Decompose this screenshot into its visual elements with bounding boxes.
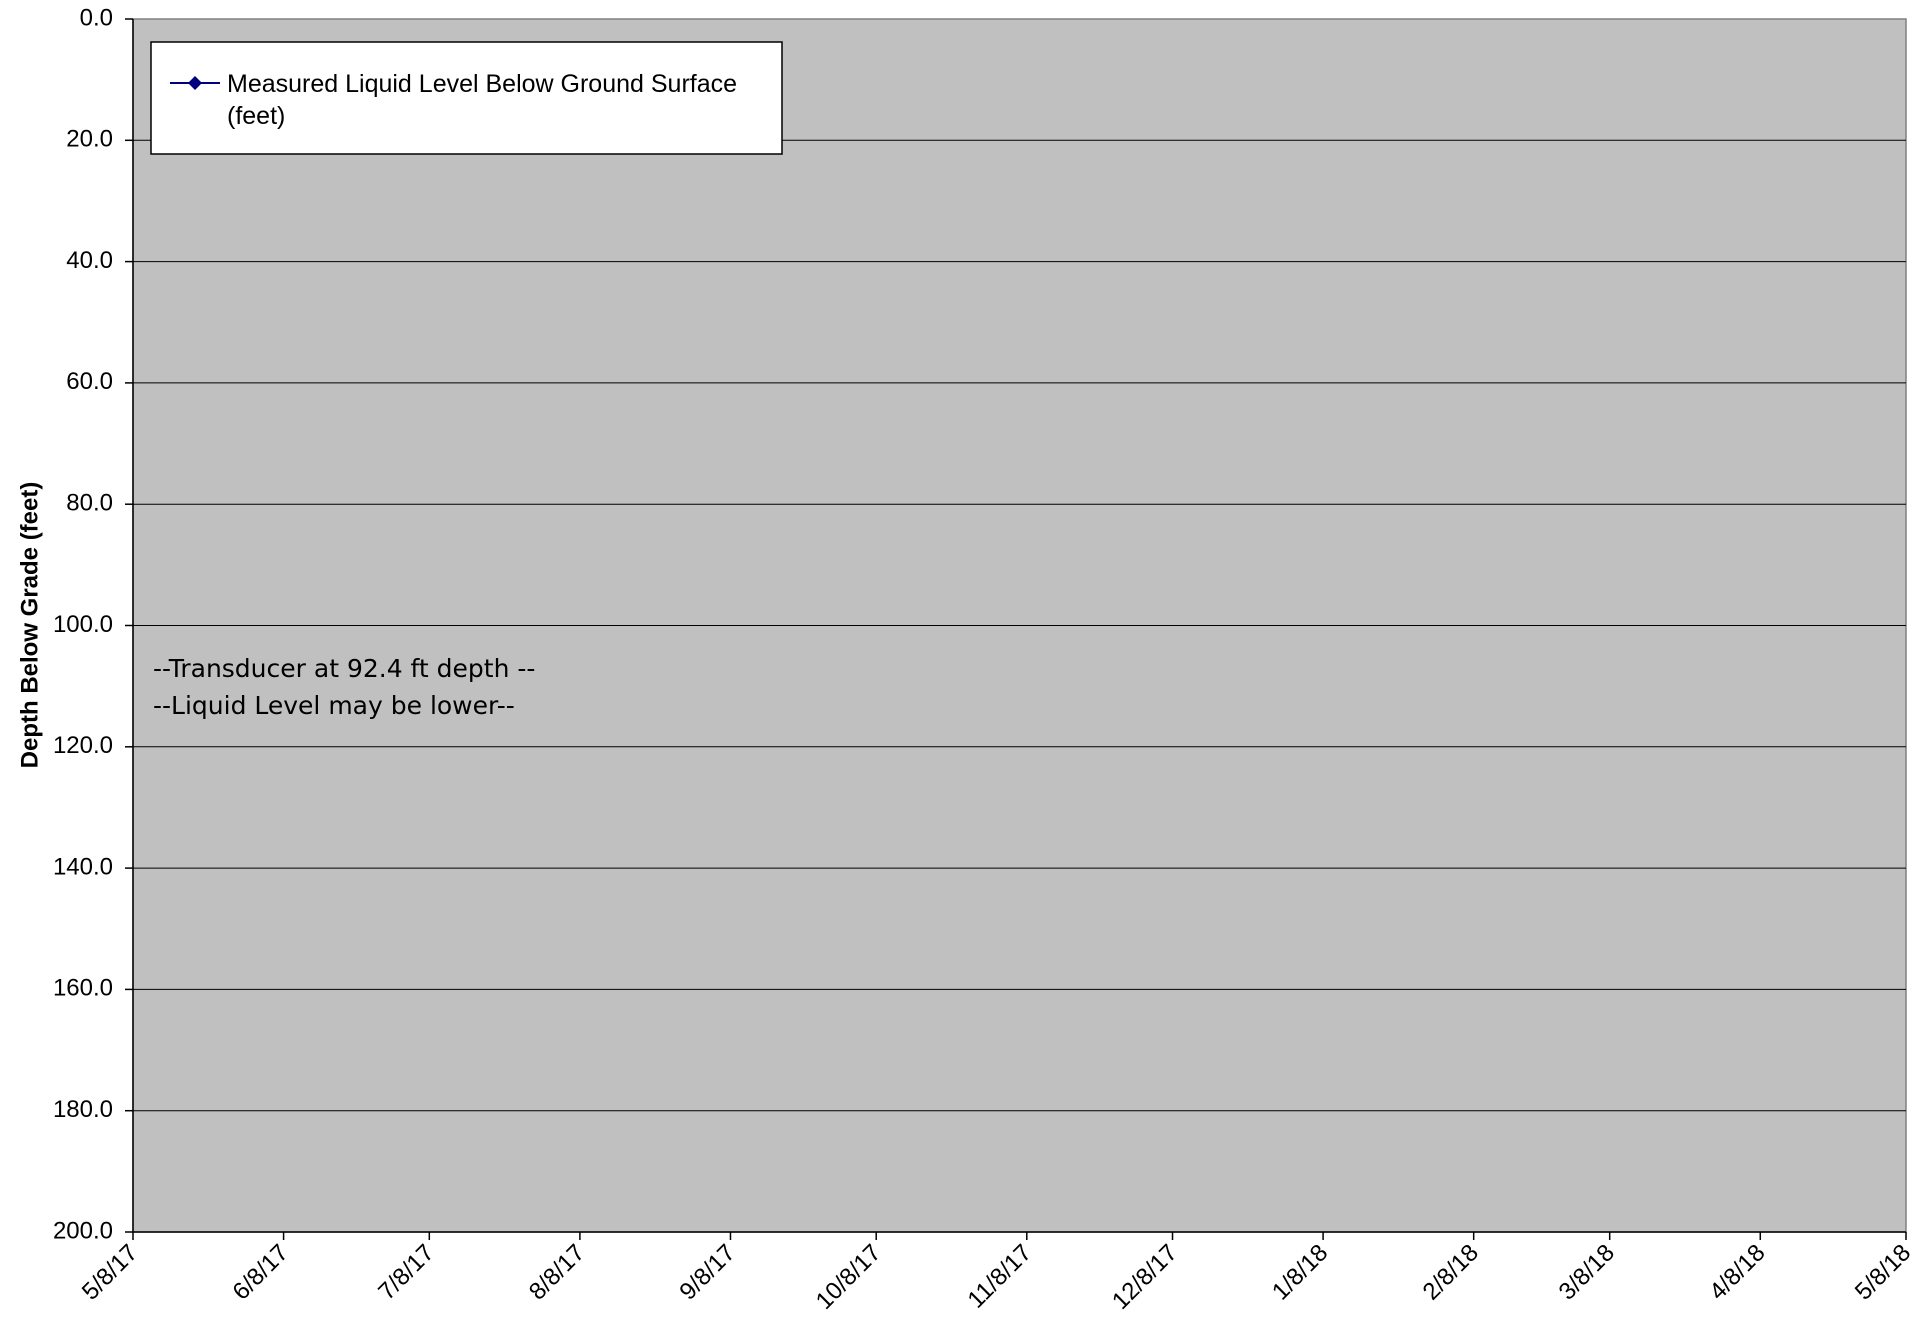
y-axis-label: Depth Below Grade (feet): [16, 482, 43, 769]
x-tick-label: 1/8/18: [1267, 1239, 1333, 1305]
y-tick-label: 40.0: [66, 247, 113, 274]
y-tick-label: 160.0: [53, 975, 113, 1002]
x-tick-label: 7/8/17: [373, 1239, 439, 1305]
x-tick-labels: 5/8/17 6/8/17 7/8/17 8/8/17 9/8/17 10/8/17 11/…: [77, 1232, 1916, 1315]
x-tick-label: 12/8/17: [1107, 1239, 1183, 1315]
y-tick-label: 200.0: [53, 1217, 113, 1244]
legend: Measured Liquid Level Below Ground Surfa…: [150, 41, 783, 155]
legend-box: [150, 41, 783, 155]
y-tick-label: 20.0: [66, 126, 113, 153]
y-tick-label: 120.0: [53, 732, 113, 759]
annotation-liquid-level-lower: --Liquid Level may be lower--: [153, 691, 515, 720]
legend-label-line-1: Measured Liquid Level Below Ground Surfa…: [227, 70, 737, 98]
x-tick-label: 8/8/17: [524, 1239, 590, 1305]
x-tick-label: 6/8/17: [228, 1239, 294, 1305]
y-tick-label: 0.0: [80, 4, 113, 31]
y-tick-labels: 0.0 20.0 40.0 60.0 80.0 100.0 120.0 140.0 160.0 1…: [53, 4, 133, 1244]
diamond-marker-icon: [188, 76, 202, 90]
y-tick-label: 100.0: [53, 611, 113, 638]
y-tick-label: 140.0: [53, 853, 113, 880]
y-tick-label: 180.0: [53, 1096, 113, 1123]
x-tick-label: 11/8/17: [963, 1239, 1037, 1313]
annotation-transducer-depth: --Transducer at 92.4 ft depth --: [153, 654, 535, 683]
y-tick-label: 80.0: [66, 490, 113, 517]
y-tick-label: 60.0: [66, 368, 113, 395]
x-tick-label: 10/8/17: [811, 1239, 887, 1315]
legend-label-line-2: (feet): [227, 102, 285, 130]
x-tick-label: 4/8/18: [1704, 1239, 1770, 1305]
x-tick-label: 5/8/18: [1850, 1239, 1916, 1305]
x-tick-label: 3/8/18: [1554, 1239, 1620, 1305]
x-tick-label: 9/8/17: [674, 1239, 740, 1305]
x-tick-label: 2/8/18: [1418, 1239, 1484, 1305]
x-tick-label: 5/8/17: [77, 1239, 143, 1305]
